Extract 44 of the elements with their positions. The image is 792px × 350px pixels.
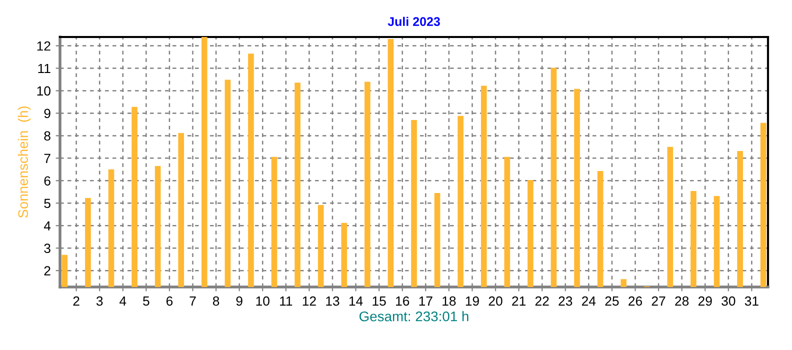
x-tick-label: 19: [466, 296, 479, 306]
x-tick-label: 2: [73, 296, 80, 306]
y-tick-label: 10: [37, 86, 50, 96]
x-tick-label: 28: [675, 296, 689, 306]
x-tick-label: 9: [236, 296, 242, 306]
y-tick-label: 6: [44, 176, 50, 186]
y-tick-label: 12: [37, 41, 50, 51]
x-tick-label: 22: [535, 296, 549, 306]
x-tick-label: 20: [488, 296, 502, 306]
y-tick-label: 3: [44, 244, 50, 254]
y-tick-label: 9: [44, 108, 50, 118]
x-tick-label: 25: [605, 296, 619, 306]
x-tick-label: 12: [302, 296, 316, 306]
y-tick-label: 11: [38, 64, 50, 74]
y-tick-label: 2: [44, 266, 50, 276]
x-tick-label: 24: [582, 296, 596, 306]
y-tick-label: 5: [44, 198, 50, 208]
x-tick-label: 7: [190, 296, 196, 306]
x-tick-label: 17: [419, 296, 432, 306]
x-tick-label: 18: [442, 296, 456, 306]
x-tick-label: 8: [212, 296, 220, 306]
y-tick-label: 8: [44, 131, 50, 141]
x-tick-label: 10: [256, 296, 270, 306]
x-tick-label: 13: [326, 296, 340, 306]
x-tick-label: 21: [512, 296, 526, 306]
x-tick-label: 29: [698, 296, 712, 306]
x-tick-label: 31: [744, 296, 758, 306]
x-tick-label: 6: [166, 296, 173, 306]
x-axis-title: Gesamt: 233:01 h: [360, 311, 468, 322]
x-tick-label: 16: [396, 296, 410, 306]
y-axis-title: Sonnenschein (h): [18, 106, 31, 218]
y-tick-label: 7: [44, 154, 50, 163]
x-tick-label: 26: [628, 296, 642, 306]
x-tick-label: 23: [558, 296, 572, 306]
chart-title: Juli 2023: [388, 16, 440, 26]
x-tick-label: 5: [143, 296, 150, 306]
x-tick-label: 14: [349, 296, 363, 306]
x-tick-label: 15: [372, 296, 386, 306]
x-tick-label: 27: [652, 296, 666, 306]
x-tick-label: 3: [96, 296, 103, 306]
x-tick-label: 30: [722, 296, 736, 306]
x-tick-label: 11: [280, 296, 292, 306]
x-tick-label: 4: [120, 296, 126, 306]
y-tick-label: 4: [44, 221, 51, 230]
